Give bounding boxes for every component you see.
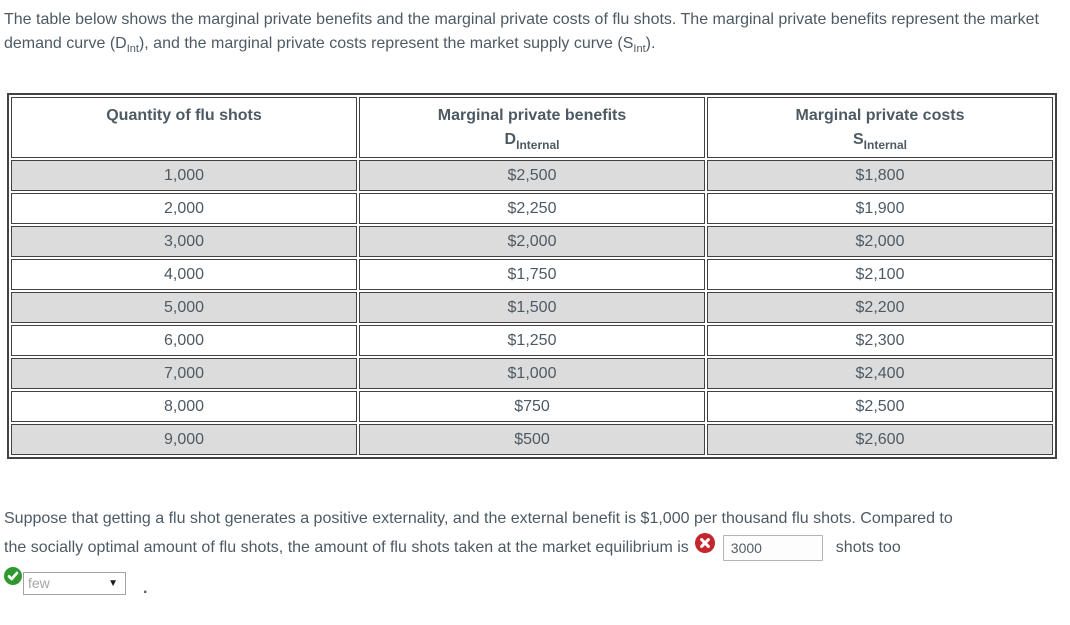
question-block: Suppose that getting a flu shot generate… — [4, 505, 1066, 599]
answer-dropdown[interactable]: few ▼ — [23, 572, 126, 595]
question-text-after-input: shots too — [835, 539, 901, 556]
intro-paragraph: The table below shows the marginal priva… — [4, 8, 1066, 61]
question-line2: the socially optimal amount of flu shots… — [4, 533, 1066, 562]
cell-quantity: 9,000 — [11, 424, 357, 455]
table-header-row: Quantity of flu shots Marginal private b… — [11, 97, 1053, 158]
question-text-line1: Suppose that getting a flu shot generate… — [4, 510, 953, 527]
cell-cost: $2,200 — [707, 292, 1053, 323]
cell-quantity: 3,000 — [11, 226, 357, 257]
flu-shots-table: Quantity of flu shots Marginal private b… — [7, 93, 1057, 459]
cell-quantity: 2,000 — [11, 193, 357, 224]
chevron-down-icon: ▼ — [108, 577, 118, 589]
table-row: 2,000 $2,250 $1,900 — [11, 193, 1053, 224]
intro-text-3: ). — [645, 35, 656, 52]
intro-text-2: ), and the marginal private costs repres… — [138, 35, 634, 52]
table-row: 7,000 $1,000 $2,400 — [11, 358, 1053, 389]
header-benefits: Marginal private benefits DInternal — [359, 97, 705, 158]
table-row: 5,000 $1,500 $2,200 — [11, 292, 1053, 323]
cell-benefit: $500 — [359, 424, 705, 455]
header-quantity-title: Quantity of flu shots — [106, 107, 262, 124]
table-row: 1,000 $2,500 $1,800 — [11, 160, 1053, 191]
intro-text-1: The table below shows the marginal priva… — [4, 11, 1039, 52]
cell-benefit: $2,500 — [359, 160, 705, 191]
cell-cost: $2,300 — [707, 325, 1053, 356]
cell-quantity: 4,000 — [11, 259, 357, 290]
cell-benefit: $1,250 — [359, 325, 705, 356]
cell-benefit: $2,250 — [359, 193, 705, 224]
cell-benefit: $1,500 — [359, 292, 705, 323]
header-benefits-symbol: DInternal — [504, 131, 560, 152]
cell-quantity: 1,000 — [11, 160, 357, 191]
header-costs-title: Marginal private costs — [795, 107, 965, 124]
cell-quantity: 5,000 — [11, 292, 357, 323]
header-costs-symbol: SInternal — [852, 131, 907, 152]
cell-cost: $1,800 — [707, 160, 1053, 191]
answer-input[interactable] — [722, 534, 823, 561]
correct-check-icon — [4, 567, 22, 594]
cell-quantity: 7,000 — [11, 358, 357, 389]
cell-cost: $1,900 — [707, 193, 1053, 224]
cell-cost: $2,000 — [707, 226, 1053, 257]
header-costs: Marginal private costs SInternal — [707, 97, 1053, 158]
header-quantity: Quantity of flu shots — [11, 97, 357, 158]
cell-benefit: $1,750 — [359, 259, 705, 290]
dropdown-selected-value: few — [28, 575, 50, 591]
cell-benefit: $1,000 — [359, 358, 705, 389]
cell-quantity: 8,000 — [11, 391, 357, 422]
cell-cost: $2,100 — [707, 259, 1053, 290]
supply-curve-subscript: Int — [633, 43, 646, 55]
cell-cost: $2,600 — [707, 424, 1053, 455]
table-row: 4,000 $1,750 $2,100 — [11, 259, 1053, 290]
question-line3: few ▼ . — [4, 567, 1066, 599]
table-row: 3,000 $2,000 $2,000 — [11, 226, 1053, 257]
question-page: The table below shows the marginal priva… — [4, 8, 1066, 599]
cell-cost: $2,400 — [707, 358, 1053, 389]
table-row: 8,000 $750 $2,500 — [11, 391, 1053, 422]
table-row: 6,000 $1,250 $2,300 — [11, 325, 1053, 356]
incorrect-x-icon — [694, 533, 715, 562]
header-benefits-title: Marginal private benefits — [437, 107, 627, 124]
cell-benefit: $2,000 — [359, 226, 705, 257]
cell-benefit: $750 — [359, 391, 705, 422]
sentence-period: . — [143, 580, 148, 597]
demand-curve-subscript: Int — [126, 43, 139, 55]
cell-quantity: 6,000 — [11, 325, 357, 356]
cell-cost: $2,500 — [707, 391, 1053, 422]
question-text-line2: the socially optimal amount of flu shots… — [4, 539, 689, 556]
table-row: 9,000 $500 $2,600 — [11, 424, 1053, 455]
